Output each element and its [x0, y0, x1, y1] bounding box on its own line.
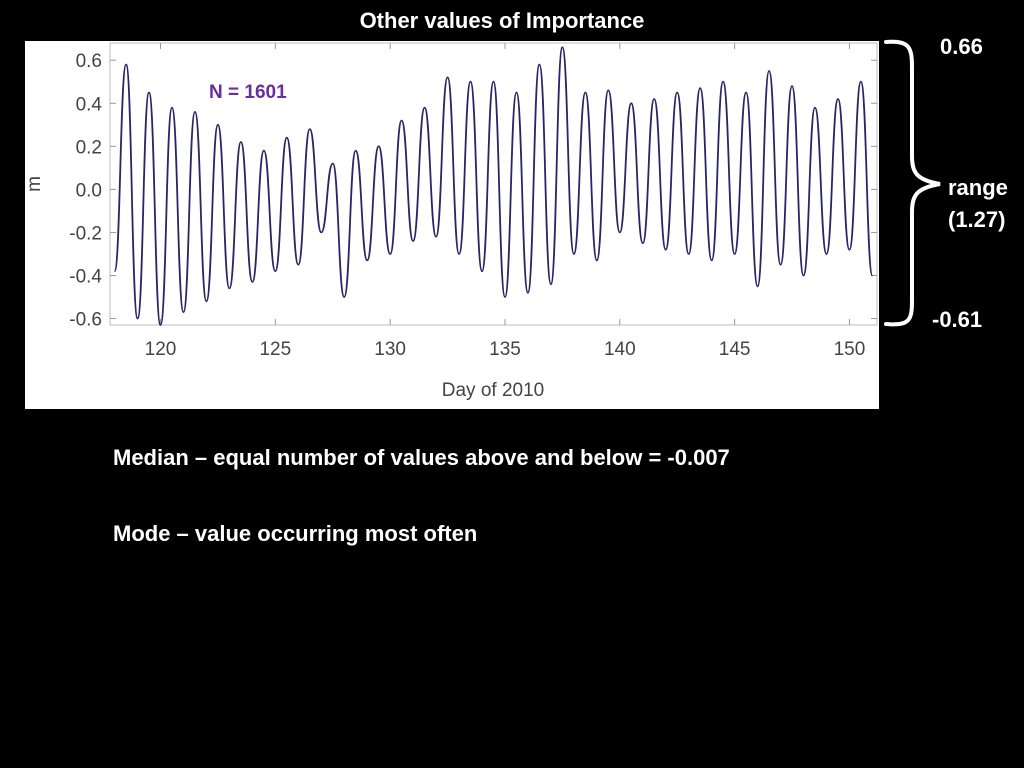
plot-frame — [109, 42, 878, 326]
series-line — [113, 46, 874, 326]
y-tick-label: -0.2 — [69, 223, 102, 244]
y-axis-label: m — [25, 176, 45, 192]
x-tick-label: 145 — [719, 339, 751, 360]
line-chart: 120 125 130 135 140 145 150 -0.6 -0.4 -0.2 0.0 0.2 0… — [25, 42, 878, 401]
n-count-annotation: N = 1601 — [209, 82, 287, 103]
min-value-label: -0.61 — [932, 307, 983, 332]
y-tick-label: 0.4 — [76, 94, 103, 115]
slide-title: Other values of Importance — [359, 8, 645, 33]
y-tick-label: 0.6 — [76, 51, 102, 72]
median-bullet: Median – equal number of values above an… — [113, 445, 730, 470]
max-value-label: 0.66 — [940, 34, 983, 59]
series-path — [113, 46, 874, 326]
axis-ticks: 120 125 130 135 140 145 150 -0.6 -0.4 -0.2 0.0 0.2 0… — [69, 43, 877, 360]
x-axis-label: Day of 2010 — [442, 380, 544, 401]
x-tick-label: 140 — [604, 339, 636, 360]
range-label-text: range — [948, 175, 1008, 200]
y-tick-label: -0.4 — [69, 266, 102, 287]
y-tick-label: 0.0 — [76, 180, 102, 201]
x-tick-label: 135 — [489, 339, 521, 360]
x-tick-label: 125 — [259, 339, 291, 360]
range-brace-icon — [884, 39, 941, 327]
x-tick-label: 120 — [145, 339, 177, 360]
x-tick-label: 130 — [374, 339, 406, 360]
x-tick-label: 150 — [834, 339, 866, 360]
mode-bullet: Mode – value occurring most often — [113, 521, 478, 546]
plot-border — [109, 42, 878, 326]
range-value-text: (1.27) — [948, 207, 1006, 232]
chart-panel: 120 125 130 135 140 145 150 -0.6 -0.4 -0.2 0.0 0.2 0… — [25, 41, 879, 409]
y-tick-label: 0.2 — [76, 137, 102, 158]
y-tick-label: -0.6 — [69, 310, 102, 331]
range-label: range (1.27) — [948, 172, 1008, 236]
